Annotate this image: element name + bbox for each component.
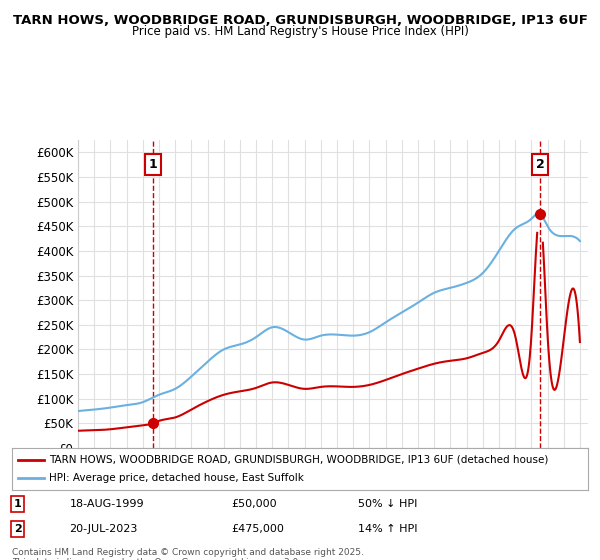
Text: Price paid vs. HM Land Registry's House Price Index (HPI): Price paid vs. HM Land Registry's House … (131, 25, 469, 38)
Text: 2: 2 (536, 158, 544, 171)
Text: HPI: Average price, detached house, East Suffolk: HPI: Average price, detached house, East… (49, 473, 304, 483)
Text: 50% ↓ HPI: 50% ↓ HPI (358, 499, 417, 509)
Text: TARN HOWS, WOODBRIDGE ROAD, GRUNDISBURGH, WOODBRIDGE, IP13 6UF (detached house): TARN HOWS, WOODBRIDGE ROAD, GRUNDISBURGH… (49, 455, 549, 465)
Text: 1: 1 (148, 158, 157, 171)
Text: 14% ↑ HPI: 14% ↑ HPI (358, 524, 417, 534)
Text: 18-AUG-1999: 18-AUG-1999 (70, 499, 144, 509)
Text: Contains HM Land Registry data © Crown copyright and database right 2025.
This d: Contains HM Land Registry data © Crown c… (12, 548, 364, 560)
Text: 1: 1 (14, 499, 22, 509)
Text: 2: 2 (14, 524, 22, 534)
Text: £50,000: £50,000 (231, 499, 277, 509)
Text: £475,000: £475,000 (231, 524, 284, 534)
Text: TARN HOWS, WOODBRIDGE ROAD, GRUNDISBURGH, WOODBRIDGE, IP13 6UF: TARN HOWS, WOODBRIDGE ROAD, GRUNDISBURGH… (13, 14, 587, 27)
Text: 20-JUL-2023: 20-JUL-2023 (70, 524, 138, 534)
